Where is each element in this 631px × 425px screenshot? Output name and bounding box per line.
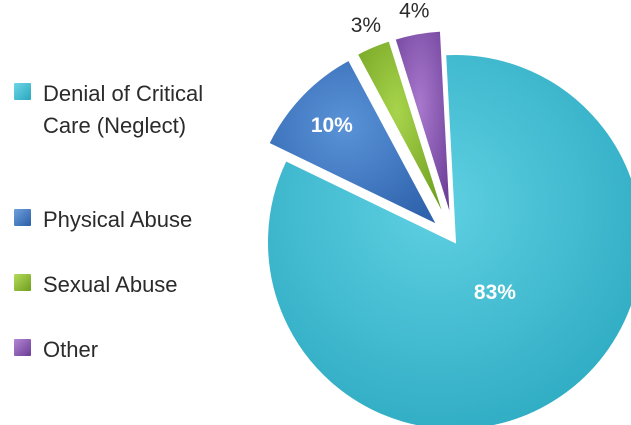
- pie-slice-labels: 83% 10% 3% 4%: [311, 0, 516, 304]
- pie-slices: [266, 29, 631, 425]
- legend-item-sexual-abuse: Sexual Abuse: [14, 269, 233, 301]
- legend-item-physical-abuse: Physical Abuse: [14, 204, 233, 236]
- pie-slice-physical-abuse: [267, 58, 441, 228]
- chart-legend: Denial of Critical Care (Neglect) Physic…: [14, 0, 254, 425]
- legend-swatch-other: [14, 339, 31, 356]
- legend-swatch-physical-abuse: [14, 209, 31, 226]
- legend-swatch-neglect: [14, 83, 31, 100]
- pie-label-physical-abuse: 10%: [311, 114, 353, 137]
- legend-label-sexual-abuse: Sexual Abuse: [43, 272, 178, 297]
- pie-slice-other: [393, 29, 452, 219]
- pie-label-other: 4%: [399, 0, 429, 23]
- pie-slice-neglect: [266, 53, 631, 425]
- pie-label-sexual-abuse: 3%: [351, 14, 381, 37]
- legend-swatch-sexual-abuse: [14, 274, 31, 291]
- pie-label-neglect: 83%: [474, 281, 516, 304]
- legend-item-neglect: Denial of Critical Care (Neglect): [14, 78, 233, 142]
- pie-slice-sexual-abuse: [355, 39, 447, 221]
- legend-label-physical-abuse: Physical Abuse: [43, 207, 193, 232]
- legend-item-other: Other: [14, 334, 233, 366]
- legend-label-other: Other: [43, 337, 99, 362]
- legend-label-neglect: Denial of Critical Care (Neglect): [43, 81, 204, 138]
